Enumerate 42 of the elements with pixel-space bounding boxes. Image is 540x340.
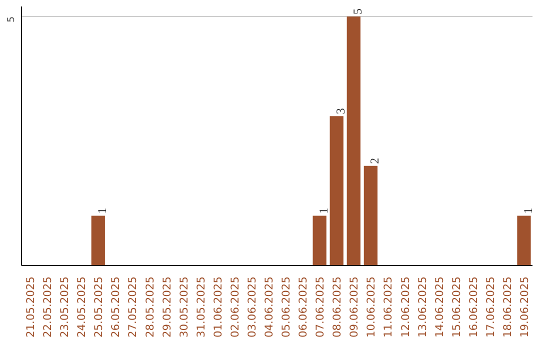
data-label: 2 bbox=[368, 158, 382, 164]
x-tick-label: 23.05.2025 bbox=[58, 276, 72, 338]
data-label: 3 bbox=[334, 108, 348, 114]
x-tick-label: 30.05.2025 bbox=[177, 276, 190, 338]
x-tick-label: 21.05.2025 bbox=[24, 276, 38, 338]
bar bbox=[312, 216, 326, 266]
x-tick-label: 07.06.2025 bbox=[314, 276, 327, 338]
bar bbox=[346, 16, 360, 266]
data-label: 1 bbox=[316, 208, 331, 214]
x-tick-label: 28.05.2025 bbox=[143, 276, 156, 338]
data-label: 5 bbox=[350, 8, 365, 14]
x-tick-label: 14.06.2025 bbox=[432, 276, 446, 338]
x-tick-label: 08.06.2025 bbox=[330, 276, 344, 338]
x-tick-label: 26.05.2025 bbox=[109, 276, 122, 338]
x-tick-label: 03.06.2025 bbox=[245, 276, 258, 338]
x-tick-label: 02.06.2025 bbox=[228, 276, 242, 338]
bar bbox=[364, 166, 378, 266]
x-tick-label: 31.05.2025 bbox=[194, 276, 208, 338]
x-tick-label: 05.06.2025 bbox=[280, 276, 293, 338]
x-tick-label: 27.05.2025 bbox=[126, 276, 140, 338]
x-tick-label: 15.06.2025 bbox=[450, 276, 463, 338]
bar bbox=[517, 216, 531, 266]
x-tick-label: 09.06.2025 bbox=[348, 276, 361, 338]
x-tick-label: 13.06.2025 bbox=[416, 276, 429, 338]
data-label: 1 bbox=[95, 208, 110, 214]
x-tick-label: 22.05.2025 bbox=[41, 276, 54, 338]
x-tick-label: 18.06.2025 bbox=[500, 276, 514, 338]
x-tick-label: 01.06.2025 bbox=[211, 276, 224, 338]
x-tick-label: 04.06.2025 bbox=[262, 276, 276, 338]
x-tick-label: 11.06.2025 bbox=[382, 276, 395, 338]
x-tick-label: 25.05.2025 bbox=[92, 276, 106, 338]
x-tick-label: 17.06.2025 bbox=[484, 276, 497, 338]
x-tick-label: 19.06.2025 bbox=[518, 276, 531, 338]
data-label: 1 bbox=[520, 208, 535, 214]
x-tick-label: 29.05.2025 bbox=[160, 276, 174, 338]
x-tick-label: 06.06.2025 bbox=[296, 276, 310, 338]
x-tick-label: 16.06.2025 bbox=[466, 276, 480, 338]
x-tick-label: 10.06.2025 bbox=[364, 276, 378, 338]
bar bbox=[91, 216, 105, 266]
bar bbox=[330, 116, 344, 266]
x-tick-label: 24.05.2025 bbox=[75, 276, 88, 338]
x-tick-label: 12.06.2025 bbox=[398, 276, 412, 338]
